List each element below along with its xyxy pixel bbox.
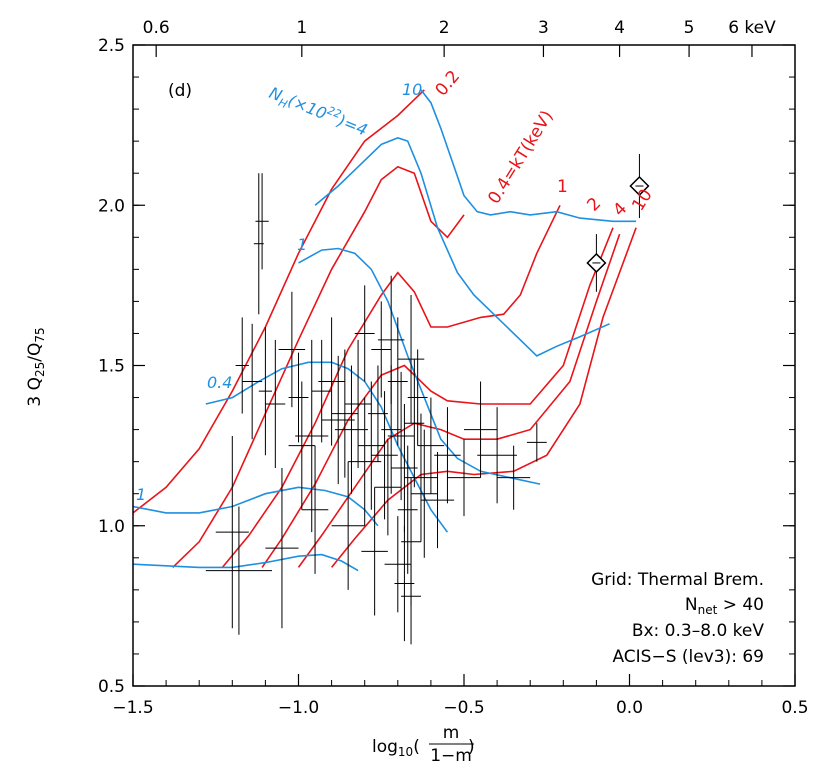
data-point [391,403,418,533]
kt-curve [132,89,425,514]
kt-02-label: 0.2 [432,67,465,101]
nh-1-upper-label: 1 [297,235,307,254]
x-tick-label: −0.5 [443,698,484,718]
data-point [331,349,359,478]
data-point [242,323,263,440]
data-point [288,381,316,510]
data-point [387,371,415,501]
x-tick-label: −1.0 [278,698,319,718]
data-point [526,423,547,462]
nh-04-label: 0.4 [207,373,232,392]
diamond-point [629,153,650,219]
diamond-point [586,234,607,292]
kt-curve [221,204,561,568]
data-point [371,301,392,398]
top-axis-label: 4 [614,18,625,38]
data-points [205,153,650,645]
data-point [434,407,461,504]
data-point [348,397,382,526]
data-point [235,317,249,414]
data-point [401,548,421,645]
nh-curve [132,553,359,572]
data-point [464,381,498,478]
data-point [358,381,385,510]
y-axis-title: 3 Q25/Q75 [25,327,47,406]
nh-curve [420,89,637,223]
top-axis-label: 0.6 [143,18,170,38]
y-tick-label: 1.5 [98,357,125,377]
data-point [417,397,445,494]
svg-text:Nnet > 40: Nnet > 40 [685,595,764,617]
info-box: Grid: Thermal Brem. Nnet > 40 Bx: 0.3–8.… [591,570,764,667]
data-point [404,413,438,542]
data-point [397,445,418,574]
y-tick-label: 2.0 [98,196,125,216]
data-point [205,506,273,635]
top-axis-label: 2 [439,18,450,38]
data-point [295,339,329,533]
data-point [371,391,398,520]
data-point [331,461,365,590]
svg-text:Bx: 0.3–8.0 keV: Bx: 0.3–8.0 keV [632,621,765,641]
data-point [265,339,286,469]
kt-curve [297,233,621,568]
x-tick-label: 0.0 [616,698,643,718]
kt-curve [172,165,465,568]
data-point [354,285,375,382]
svg-text:Grid: Thermal Brem.: Grid: Thermal Brem. [591,570,764,590]
data-point [361,487,388,616]
kt-4-label: 4 [609,199,631,221]
svg-text:m: m [443,723,460,743]
data-point [497,445,531,510]
kt-04-label: 0.4=kT(keV) [484,107,557,208]
data-point [278,291,306,408]
top-axis-label: 1 [296,18,307,38]
data-point [377,275,405,404]
y-tick-label: 0.5 [98,677,125,697]
svg-text:1−m: 1−m [430,746,472,766]
data-point [447,439,481,517]
svg-text:): ) [468,737,475,757]
data-point [384,516,412,613]
y-tick-label: 2.5 [98,36,125,56]
data-point [301,445,329,574]
kt-2-label: 2 [583,194,605,216]
data-point [215,436,249,629]
nh-curve [298,247,541,485]
svg-text:ACIS−S (lev3): 69: ACIS−S (lev3): 69 [612,647,764,667]
data-point [374,439,402,536]
kt-curve [330,227,637,568]
panel-label: (d) [168,81,192,101]
data-point [344,339,372,469]
y-tick-label: 1.0 [98,517,125,537]
data-point [255,173,269,270]
top-axis-label: 3 [538,18,549,38]
data-point [397,294,425,424]
top-axis-label: 5 [684,18,695,38]
data-point [321,355,355,485]
data-point [420,452,455,549]
nh-curve [314,137,610,357]
nh-1-lower-label: 1 [136,485,146,504]
nh-annotation: NH(×1022)=4 [265,81,371,142]
data-point [318,317,345,446]
data-point [411,429,438,558]
top-axis-label: 6 keV [728,18,776,38]
data-point [258,327,273,456]
data-point [477,407,517,504]
kt-10-label: 10 [628,186,656,215]
axis-ticks: −1.5 −1.0 −0.5 0.0 0.50.51.01.52.02.50.6 1 2 3 4… [98,18,809,718]
nh-10-label: 10 [402,80,422,99]
x-tick-label: 0.5 [781,698,808,718]
data-point [334,365,369,494]
data-point [288,352,309,443]
data-point [265,468,299,629]
kt-1-label: 1 [557,177,568,197]
data-point [311,339,332,443]
x-axis-title: log10( ) m 1−m [372,723,475,766]
svg-text:log10(: log10( [372,737,420,759]
x-tick-label: −1.5 [112,698,153,718]
